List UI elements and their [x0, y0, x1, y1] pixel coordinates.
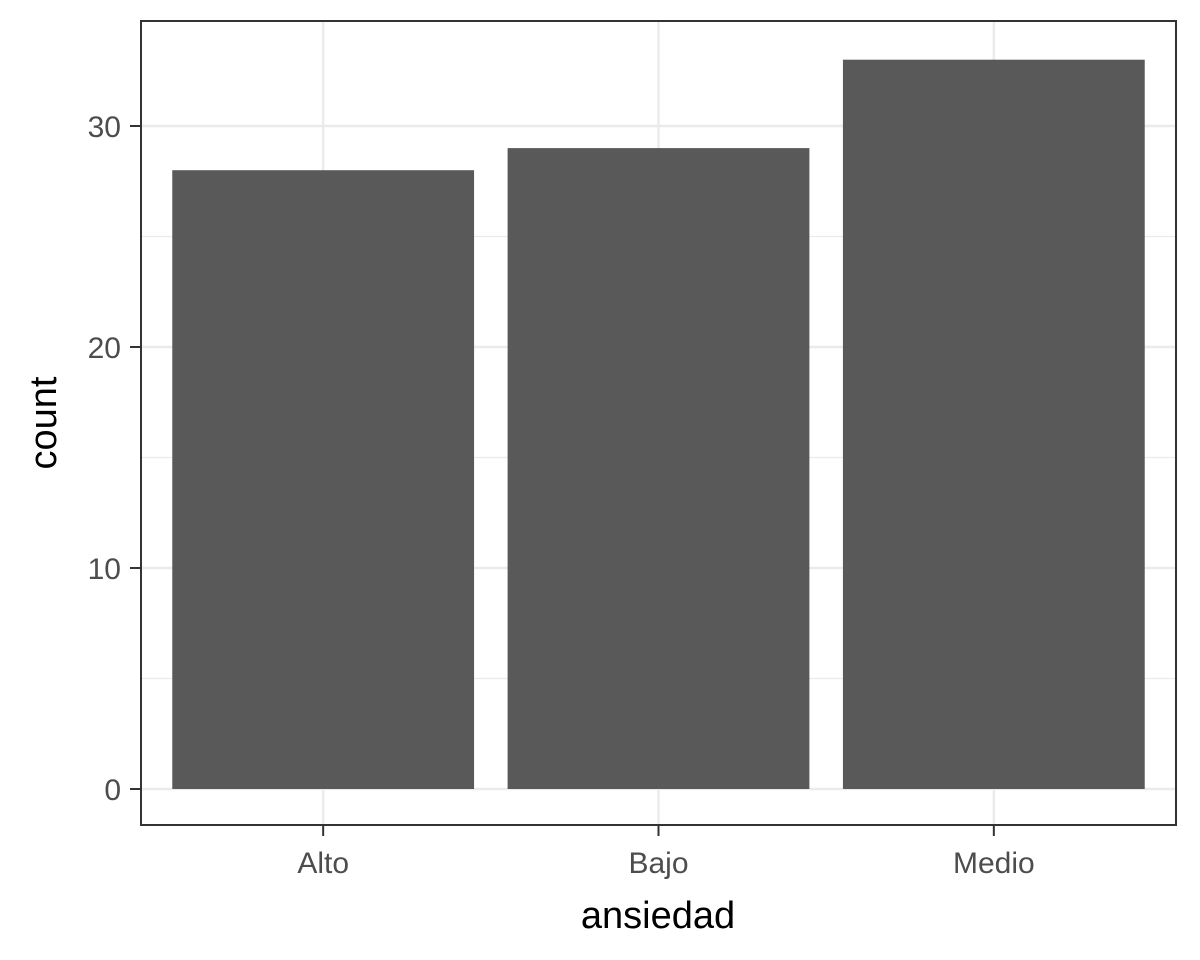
- x-tick-label: Medio: [953, 847, 1035, 880]
- y-axis: 0 10 20 30: [88, 111, 141, 807]
- y-tick-label: 20: [88, 332, 121, 365]
- y-axis-title: count: [23, 376, 65, 469]
- bar-alto: [172, 170, 475, 789]
- y-tick-label: 10: [88, 553, 121, 586]
- x-tick-label: Alto: [297, 847, 349, 880]
- bars-group: [172, 59, 1145, 790]
- y-tick-label: 0: [104, 774, 121, 807]
- x-axis: Alto Bajo Medio: [297, 825, 1035, 880]
- y-tick-label: 30: [88, 111, 121, 144]
- bar-bajo: [507, 148, 810, 790]
- x-axis-title: ansiedad: [581, 895, 735, 937]
- x-tick-label: Bajo: [628, 847, 688, 880]
- bar-medio: [842, 59, 1145, 789]
